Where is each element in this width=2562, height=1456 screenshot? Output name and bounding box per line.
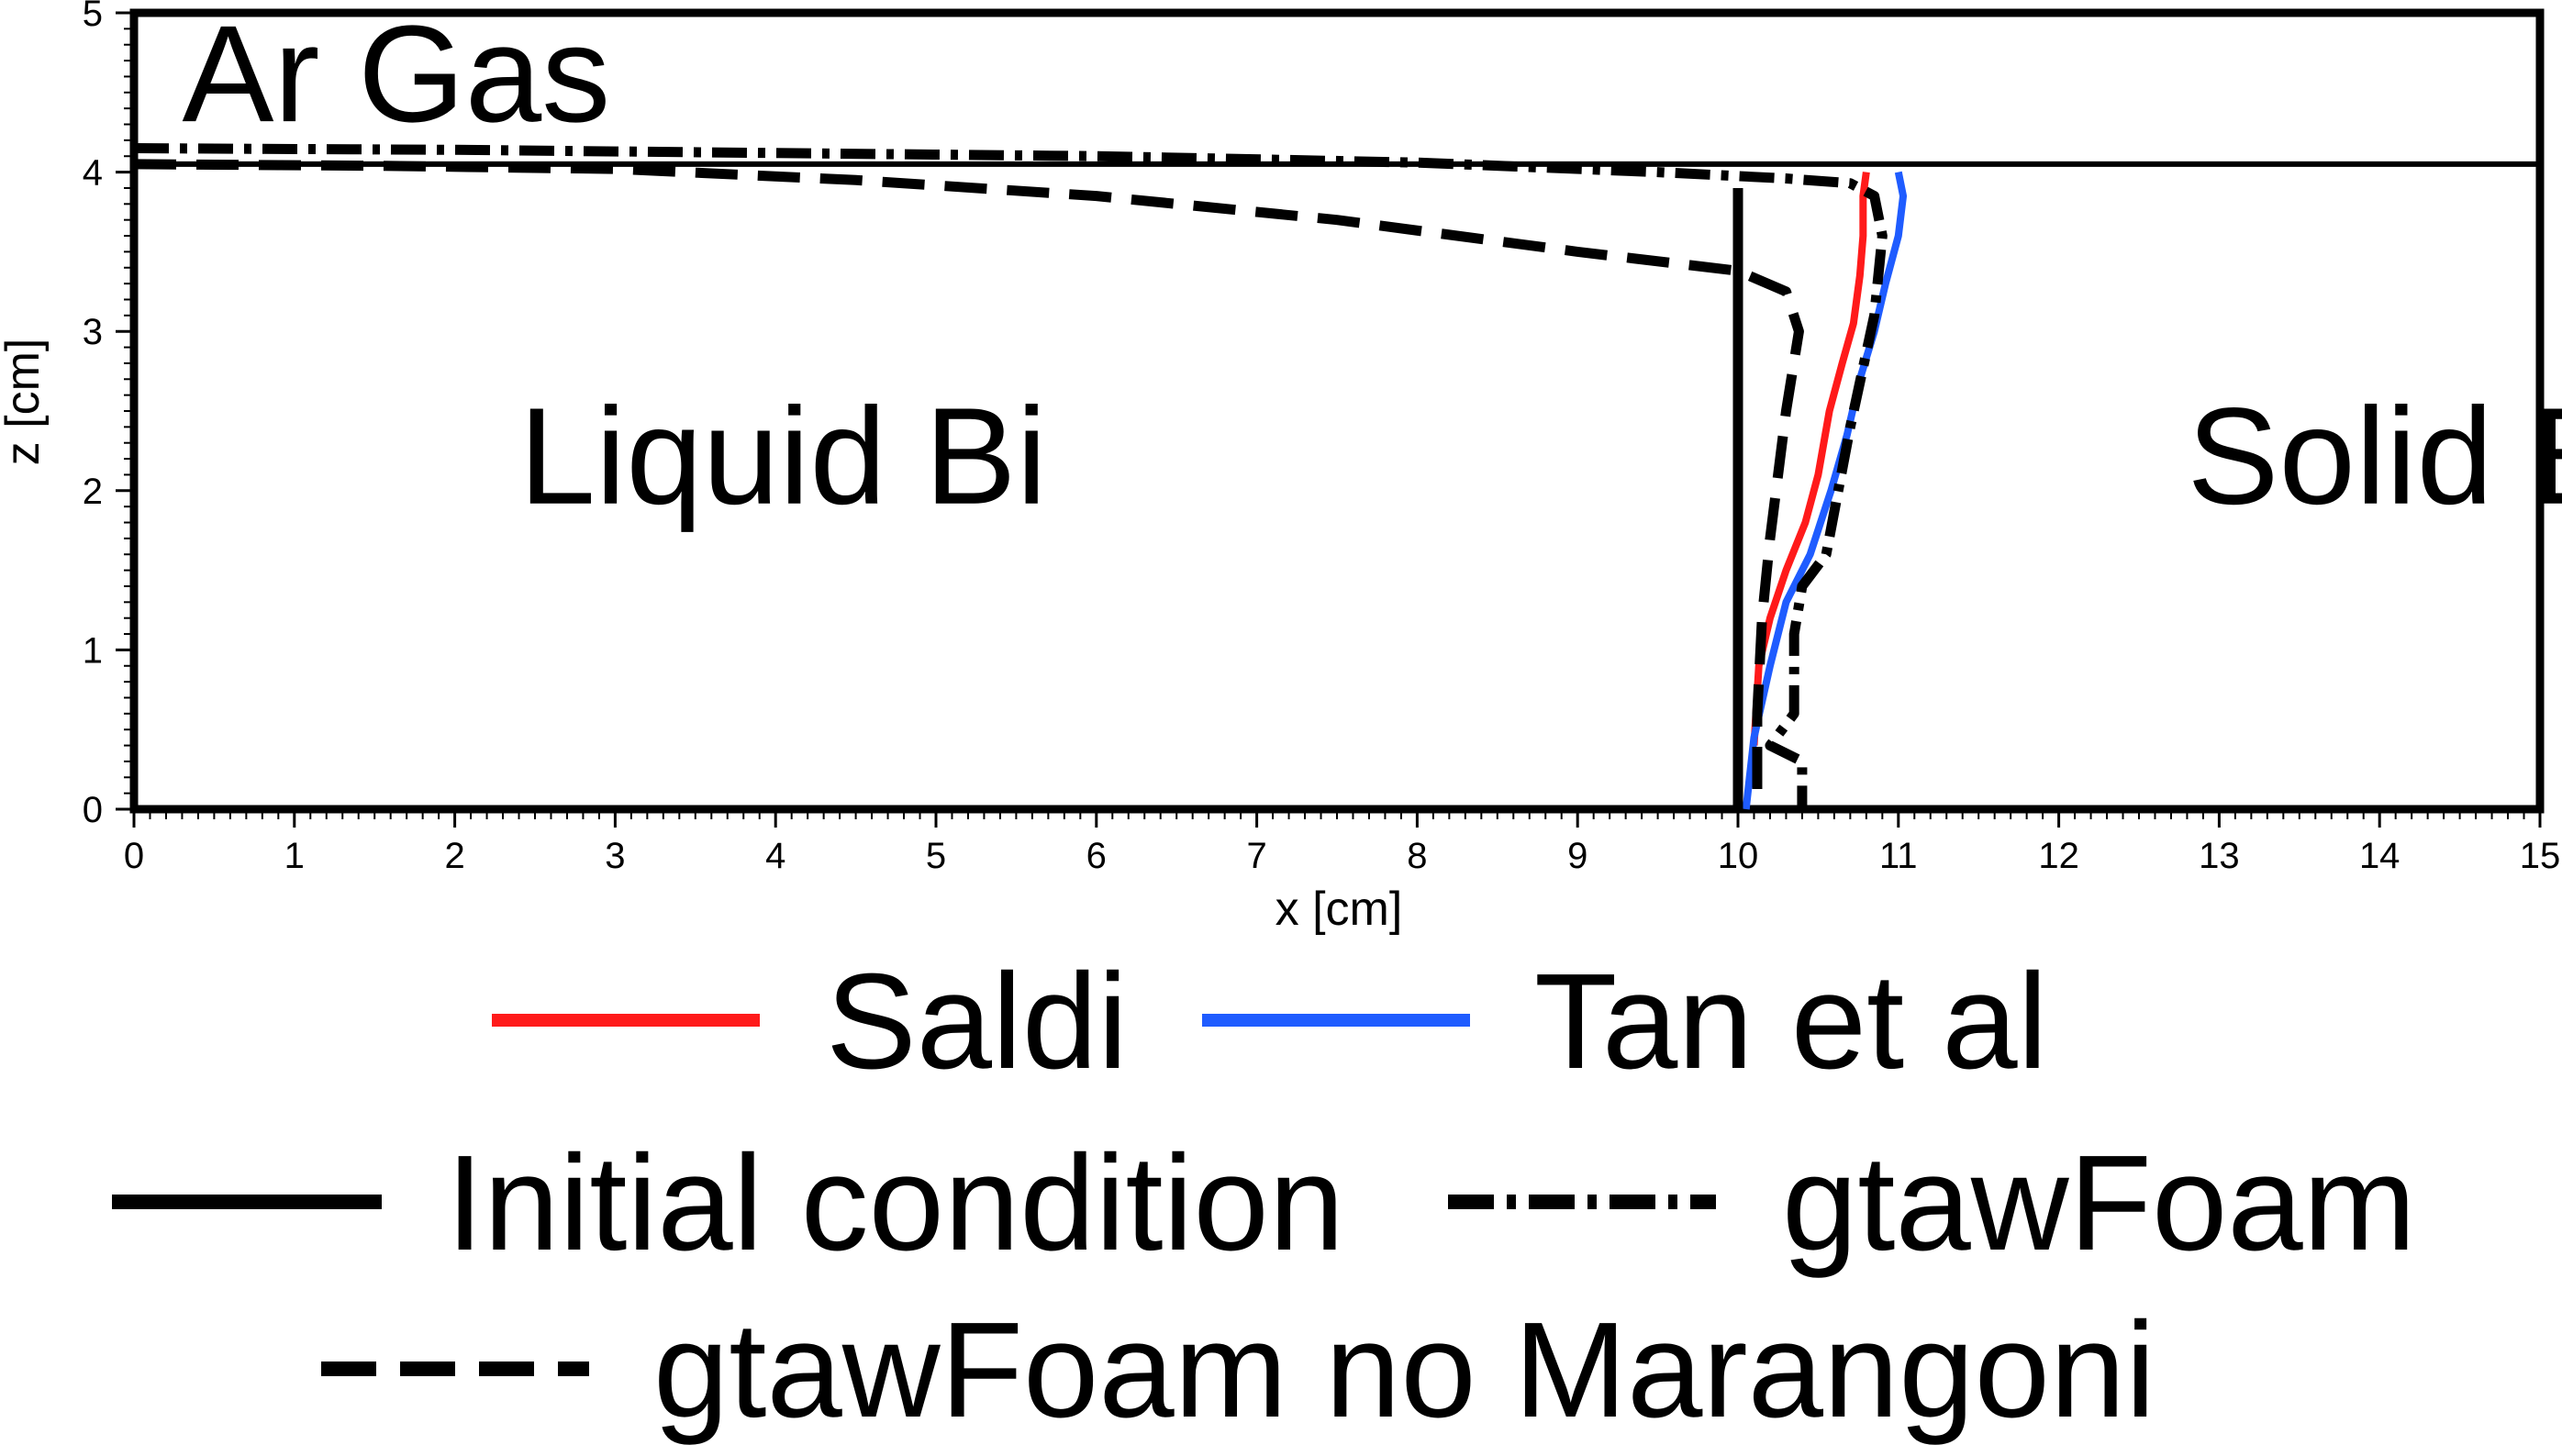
x-axis-label: x [cm] <box>1275 883 1403 936</box>
y-tick-label: 3 <box>83 312 103 352</box>
x-tick-label: 5 <box>926 836 946 876</box>
x-tick-label: 0 <box>124 836 144 876</box>
region-label: Ar Gas <box>182 0 610 150</box>
x-tick-label: 12 <box>2038 836 2079 876</box>
region-label: Solid Bi <box>2187 379 2562 533</box>
legend-label-3: gtawFoam <box>1782 1128 2416 1279</box>
x-tick-label: 4 <box>765 836 785 876</box>
x-tick-label: 13 <box>2199 836 2240 876</box>
series-line-1 <box>1742 171 1908 810</box>
x-tick-label: 14 <box>2359 836 2400 876</box>
axes: x [cm] z [cm] 0 1 2 3 4 5 6 7 8 9 10 11 12 13 14 150123… <box>0 0 2560 936</box>
x-tick-label: 15 <box>2520 836 2561 876</box>
x-tick-label: 2 <box>444 836 464 876</box>
legend-label-2: Initial condition <box>446 1128 1344 1279</box>
y-tick-label: 0 <box>83 790 103 830</box>
y-tick-label: 2 <box>83 472 103 512</box>
region-label: Liquid Bi <box>519 379 1047 533</box>
x-tick-label: 9 <box>1567 836 1587 876</box>
x-tick-label: 1 <box>284 836 305 876</box>
series-line-4 <box>133 159 1804 809</box>
legend: Saldi Tan et al Initial condition gtawFoam g… <box>112 946 2416 1446</box>
x-tick-label: 7 <box>1246 836 1266 876</box>
y-axis-label: z [cm] <box>0 339 50 466</box>
y-tick-label: 1 <box>83 630 103 671</box>
legend-label-1: Tan et al <box>1534 946 2047 1097</box>
series-line-3 <box>133 143 1888 809</box>
x-tick-label: 3 <box>605 836 625 876</box>
x-tick-label: 8 <box>1407 836 1427 876</box>
x-tick-label: 6 <box>1086 836 1107 876</box>
legend-label-4: gtawFoam no Marangoni <box>653 1295 2155 1446</box>
x-tick-label: 11 <box>1879 836 1918 876</box>
y-tick-label: 5 <box>83 0 103 34</box>
legend-label-0: Saldi <box>826 946 1128 1097</box>
y-tick-label: 4 <box>83 153 103 194</box>
x-tick-label: 10 <box>1718 836 1759 876</box>
plot-area: Ar Gas Liquid Bi Solid Bi <box>129 0 2562 814</box>
series-line-0 <box>1750 172 1870 746</box>
